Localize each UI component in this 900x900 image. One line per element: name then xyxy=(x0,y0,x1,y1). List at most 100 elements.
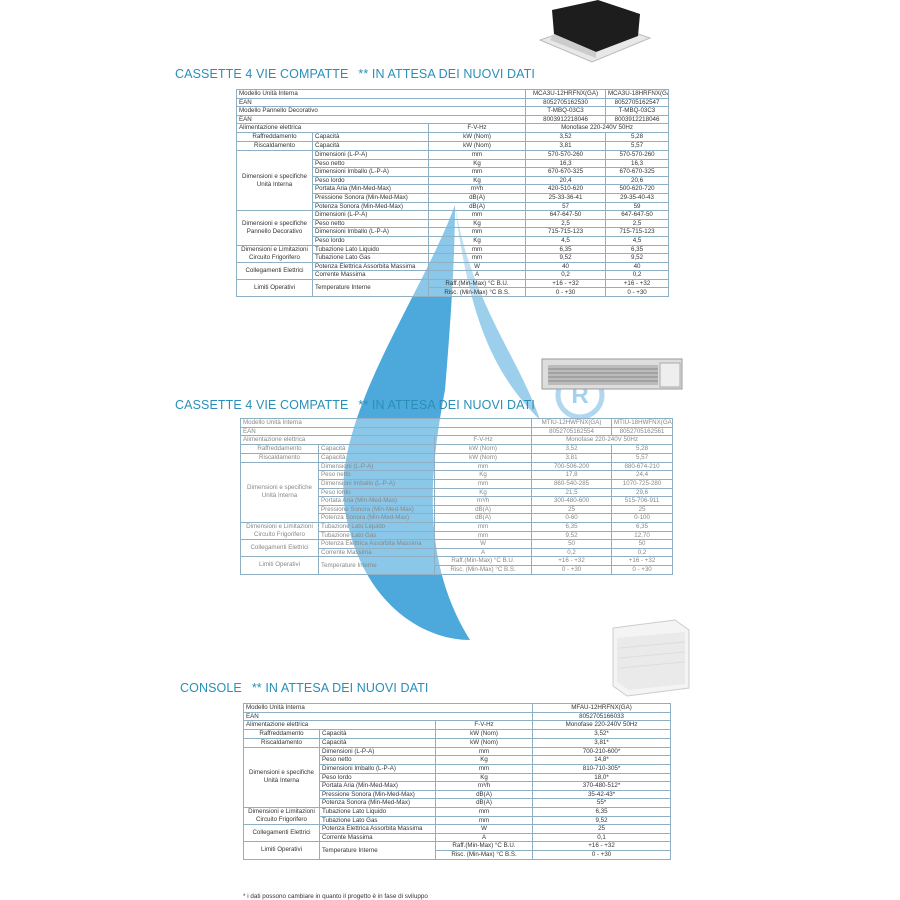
group-label: Dimensioni e specifiche Unità Interna xyxy=(240,461,319,523)
table-row: Risc. (Min-Max) °C B.S. 0 - +30 0 - +30 xyxy=(237,287,670,298)
parameter-label: Corrente Massima xyxy=(319,832,436,843)
parameter-label: Potenza Sonora (Min-Med-Max) xyxy=(318,513,435,523)
parameter-label: Dimensioni Imballo (L-P-A) xyxy=(318,478,435,489)
unit-cell: dB(A) xyxy=(434,789,534,800)
cell-value: 55* xyxy=(532,798,672,808)
cell-value: 5,57 xyxy=(605,140,670,151)
cell-value: 8052705162530 xyxy=(525,97,607,108)
cell-value: 50 xyxy=(531,539,613,549)
section-title: CASSETTE 4 VIE COMPATTE ** IN ATTESA DEI … xyxy=(175,398,535,412)
cell-value: Monofase 220-240V 50Hz xyxy=(525,123,670,133)
cell-value: 0 - +30 xyxy=(525,287,607,298)
unit-cell: mm xyxy=(434,815,534,826)
unit-cell: mm xyxy=(427,227,527,237)
unit-cell: Raff.(Min-Max) °C B.U. xyxy=(427,278,527,289)
console-unit-image xyxy=(612,619,690,697)
table-row: Collegamenti Elettrici Potenza Elettrica … xyxy=(243,824,672,843)
row-label: Modello Unità Interna xyxy=(242,703,534,713)
parameter-label: Portata Aria (Min-Med-Max) xyxy=(318,496,435,506)
cell-value: 25-33-36-41 xyxy=(525,192,607,203)
cell-value: Monofase 220-240V 50Hz xyxy=(532,720,672,730)
table-row: Modello Unità Interna MFAU-12HRFNX(GA) xyxy=(242,703,672,713)
cell-value: +16 - +32 xyxy=(611,556,674,566)
cell-value: 670-670-325 xyxy=(525,167,607,177)
unit-cell: kW (Nom) xyxy=(433,452,533,463)
table-row: Collegamenti Elettrici Potenza Elettrica … xyxy=(236,261,670,280)
cell-value: MCA3U-18HRFNX(GA) xyxy=(605,89,670,99)
table-row: Limiti Operativi Temperature Interne Raff.… xyxy=(243,841,672,860)
cell-value: MFAU-12HRFNX(GA) xyxy=(532,703,672,713)
title-note: ** IN ATTESA DEI NUOVI DATI xyxy=(251,681,429,695)
unit-cell: kW (Nom) xyxy=(433,443,533,454)
cell-value: 8052705166033 xyxy=(532,711,672,722)
table-row: Riscaldamento Capacità kW (Nom) 3,81 5,57 xyxy=(236,140,670,151)
unit-cell: mm xyxy=(434,806,534,817)
parameter-label: Portata Aria (Min-Med-Max) xyxy=(319,781,436,791)
cell-value: 700-210-600* xyxy=(532,746,672,757)
unit-cell: mm xyxy=(433,461,533,472)
cell-value: 8052705162554 xyxy=(531,426,613,437)
cell-value: 647-647-50 xyxy=(525,210,607,220)
parameter-label: Corrente Massima xyxy=(312,270,429,280)
unit-cell: mm xyxy=(433,530,533,541)
cell-value: 2,5 xyxy=(525,218,607,229)
unit-cell: Risc. (Min-Max) °C B.S. xyxy=(434,849,534,860)
cell-value: 6,35 xyxy=(605,244,670,255)
cell-value: +16 - +32 xyxy=(605,278,670,289)
cell-value: 0,2 xyxy=(605,270,670,280)
parameter-label: Dimensioni Imballo (L-P-A) xyxy=(312,227,429,237)
table-row: Raffreddamento Capacità kW (Nom) 3,52 5,28 xyxy=(236,131,670,142)
parameter-label: Peso lordo xyxy=(318,487,435,498)
parameter-label: Temperature Interne xyxy=(318,556,435,575)
cell-value: 9,52 xyxy=(605,253,670,263)
cell-value: 0,2 xyxy=(611,547,674,558)
parameter-label: Potenza Elettrica Assorbita Massima xyxy=(319,824,436,834)
table-row: Dimensioni Imballo (L-P-A) mm 715-715-123 7… xyxy=(237,227,670,237)
cell-value: 9,52 xyxy=(532,815,672,826)
cell-value: 17,8 xyxy=(531,470,613,480)
cell-value: 4,5 xyxy=(525,235,607,246)
parameter-label: Tubazione Lato Gas xyxy=(318,530,435,541)
table-row: Risc. (Min-Max) °C B.S. 0 - +30 xyxy=(244,849,672,860)
cell-value: 3,81* xyxy=(532,737,672,748)
table-row: EAN 8052705166033 xyxy=(242,711,672,722)
row-label: Modello Unità Interna xyxy=(239,418,533,428)
parameter-label: Capacità xyxy=(319,737,436,748)
unit-cell: A xyxy=(427,270,527,280)
cell-value: 0,2 xyxy=(531,547,613,558)
parameter-label: Pressione Sonora (Min-Med-Max) xyxy=(319,789,436,800)
cell-value: 647-647-50 xyxy=(605,210,670,220)
cell-value: 8003912218046 xyxy=(525,114,607,125)
duct-unit-image xyxy=(541,358,683,390)
unit-cell: Kg xyxy=(427,235,527,246)
parameter-label: Peso lordo xyxy=(312,175,429,186)
cell-value: T-MBQ-03C3 xyxy=(525,106,607,116)
cell-value: 12,70 xyxy=(611,530,674,541)
unit-cell: m³/h xyxy=(433,496,533,506)
parameter-label: Capacità xyxy=(312,140,429,151)
cell-value: 670-670-325 xyxy=(605,167,670,177)
cell-value: 24,4 xyxy=(611,470,674,480)
table-row: Dimensioni e Limitazioni Circuito Frigor… xyxy=(243,806,672,826)
unit-cell: F-V-Hz xyxy=(433,435,533,445)
unit-cell: Kg xyxy=(433,470,533,480)
cell-value: 14,8* xyxy=(532,755,672,765)
group-label: Dimensioni e specifiche Unità Interna xyxy=(236,149,313,212)
parameter-label: Dimensioni (L-P-A) xyxy=(319,746,436,757)
cell-value: 0,1 xyxy=(532,832,672,843)
row-label: EAN xyxy=(235,97,527,108)
row-label: Alimentazione elettrica xyxy=(243,720,436,730)
table-row: Dimensioni e Limitazioni Circuito Frigor… xyxy=(240,521,674,541)
table-row: Riscaldamento Capacità kW (Nom) 3,81* xyxy=(243,737,672,748)
spec-table-duct: Modello Unità Interna MTIU-12HWFNX(GA) MTI… xyxy=(239,418,674,575)
cassette-unit-image xyxy=(538,0,652,63)
unit-cell: dB(A) xyxy=(427,201,527,212)
unit-cell: Kg xyxy=(434,755,534,765)
cell-value: 25 xyxy=(611,504,674,515)
table-row: EAN 8052705162554 8052705162561 xyxy=(239,426,674,437)
section-title: CONSOLE ** IN ATTESA DEI NUOVI DATI xyxy=(180,681,428,695)
cell-value: +16 - +32 xyxy=(531,556,613,566)
section-title: CASSETTE 4 VIE COMPATTE ** IN ATTESA DEI … xyxy=(175,67,535,81)
group-label: Collegamenti Elettrici xyxy=(243,824,320,843)
parameter-label: Tubazione Lato Liquido xyxy=(318,521,435,532)
